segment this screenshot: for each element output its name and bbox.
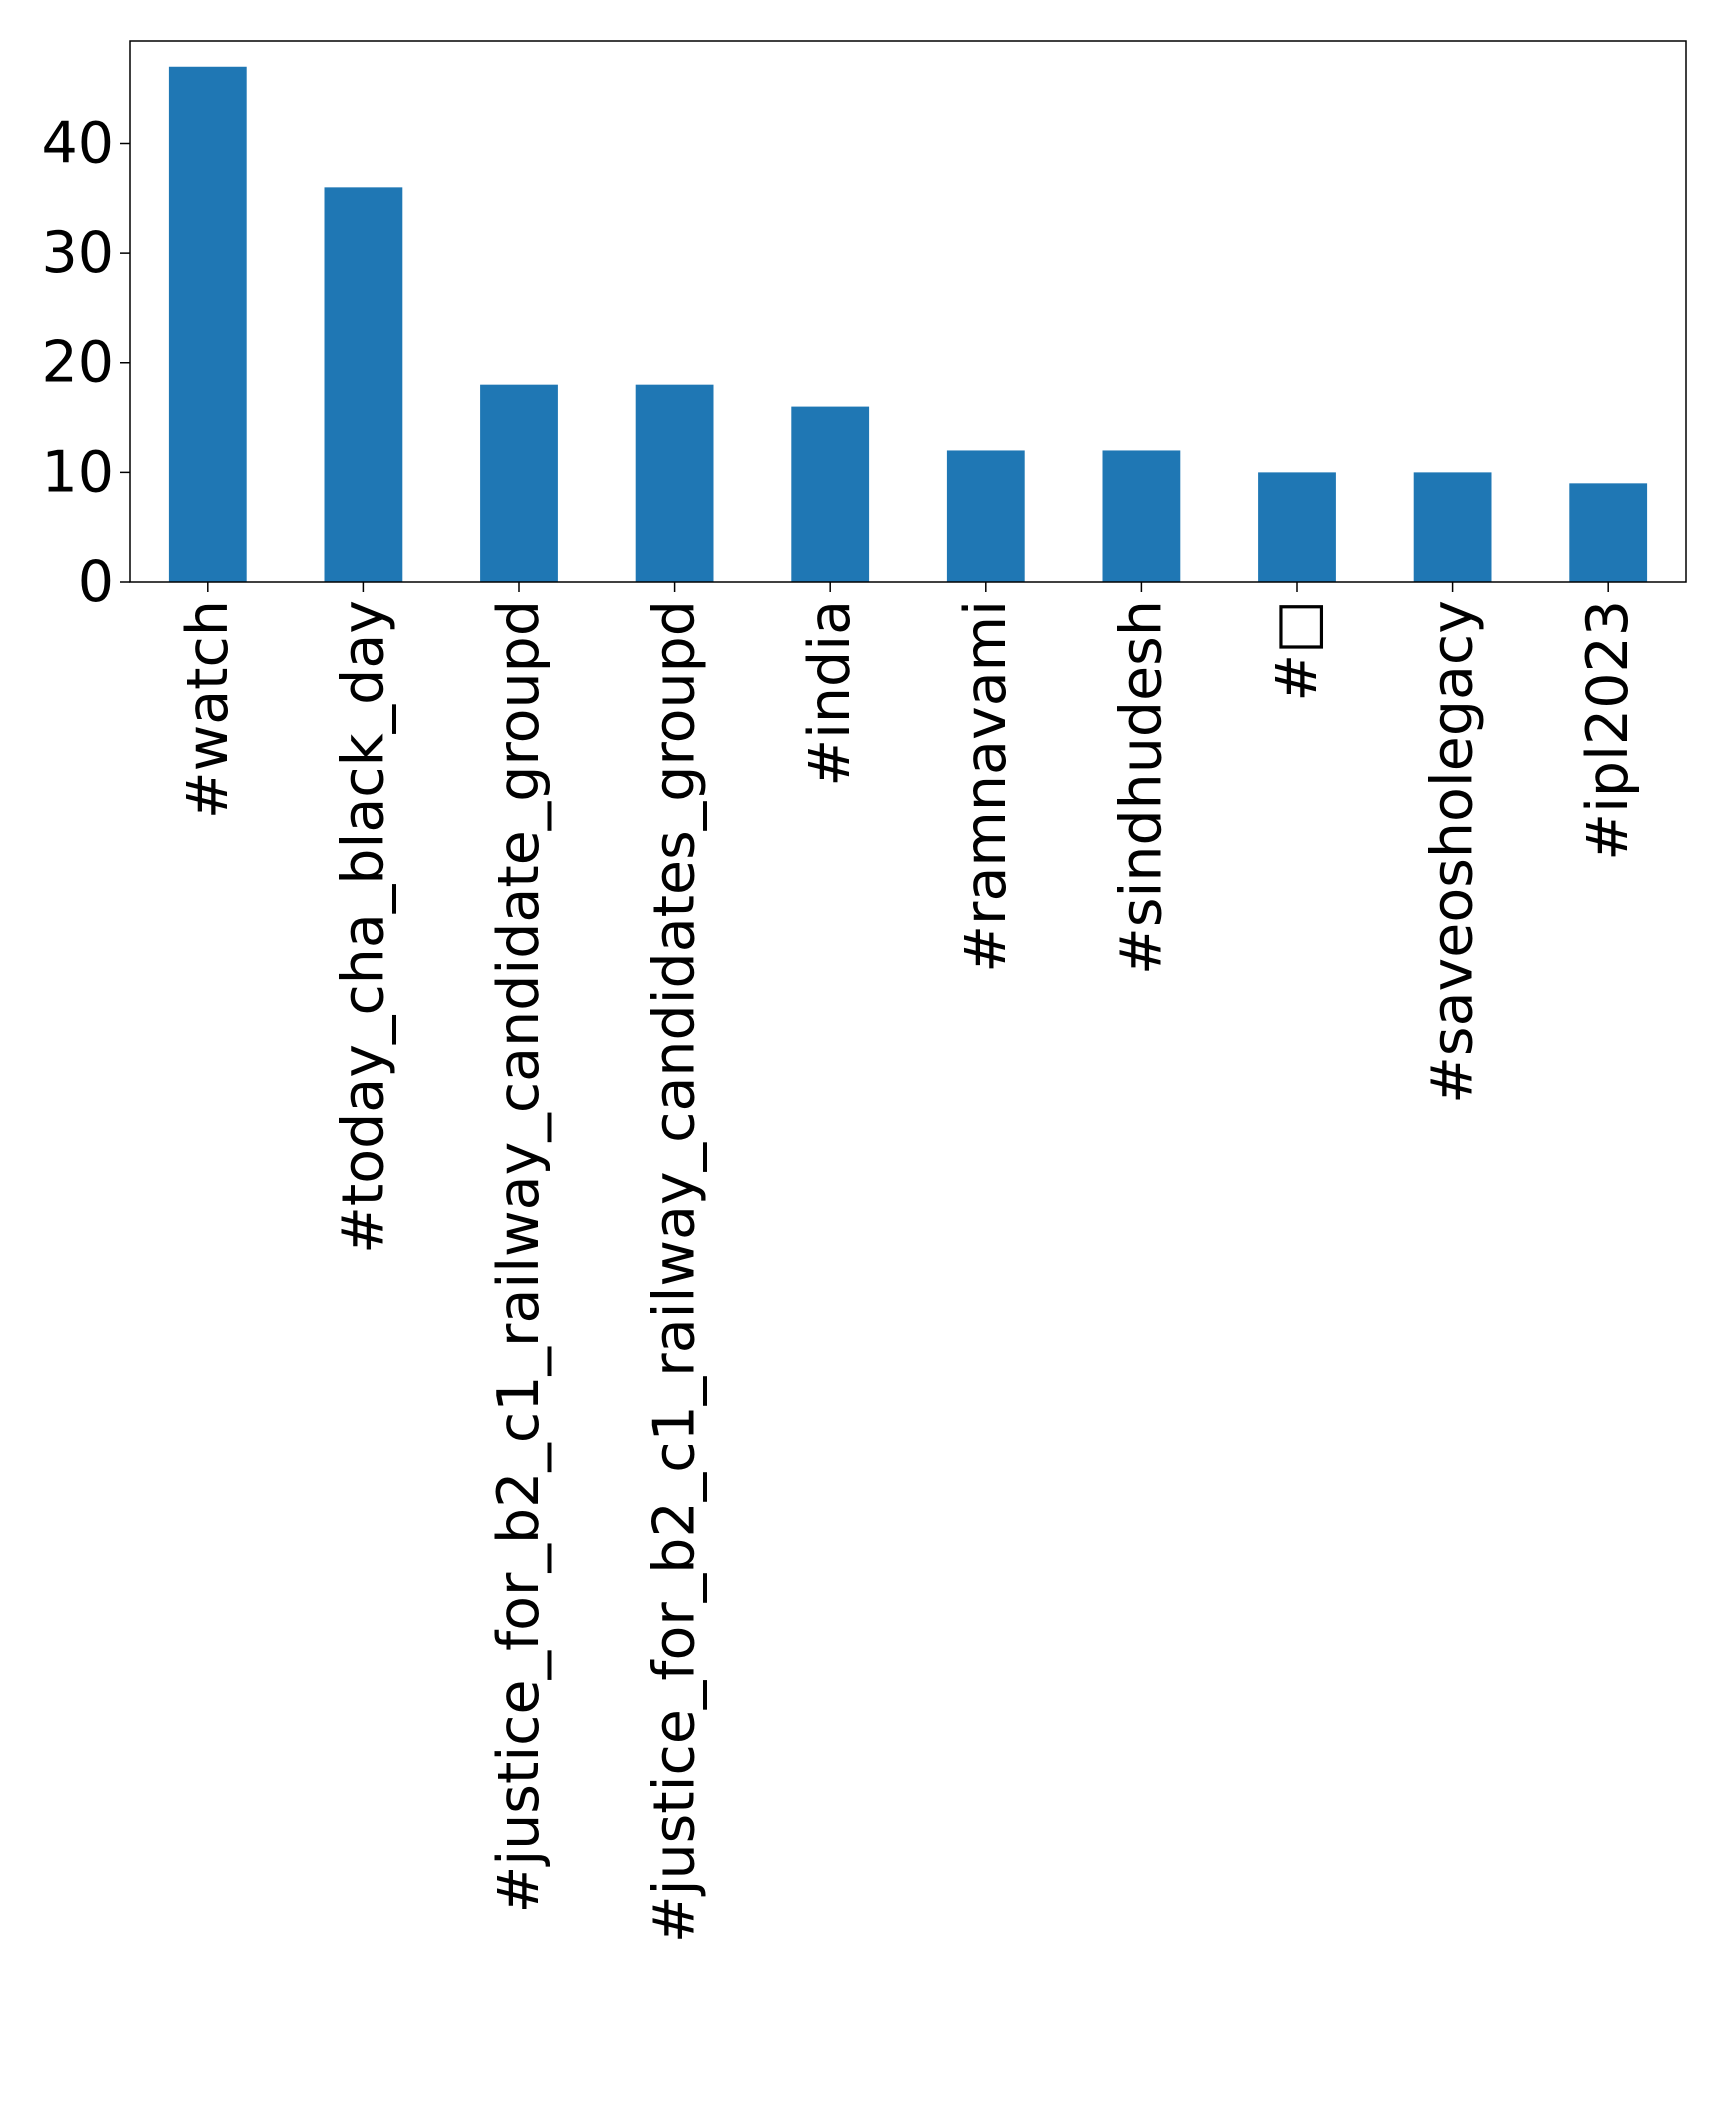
- bar: [1102, 450, 1181, 582]
- y-tick-label: 0: [78, 549, 114, 615]
- x-tick-label: #justice_for_b2_c1_railway_candidate_gro…: [486, 600, 552, 1913]
- bar: [324, 187, 403, 582]
- bar: [480, 384, 558, 582]
- x-tick-label: #saveosholegacy: [1420, 600, 1486, 1104]
- x-tick-label: #justice_for_b2_c1_railway_candidates_gr…: [642, 600, 708, 1943]
- x-axis-ticks: #watch #today_cha_black_day #justice_for_b…: [175, 582, 1641, 1943]
- x-tick-label: #ipl2023: [1575, 600, 1641, 861]
- bar: [1569, 483, 1648, 582]
- x-tick-label: #ramnavami: [953, 600, 1019, 973]
- plot-frame: [129, 40, 1687, 583]
- x-tick-label: #today_cha_black_day: [330, 600, 396, 1254]
- y-tick-label: 20: [41, 330, 114, 396]
- x-tick-label: #india: [797, 600, 863, 787]
- bar: [1413, 472, 1492, 582]
- y-tick-label: 10: [41, 439, 114, 505]
- bar: [946, 450, 1025, 582]
- x-tick-label: #sindhudesh: [1108, 600, 1174, 975]
- y-tick-label: 30: [41, 220, 114, 286]
- y-tick-label: 40: [41, 110, 114, 176]
- y-axis-ticks: 0 10 20 30 40: [41, 110, 130, 615]
- bars-group: [168, 66, 1648, 582]
- x-tick-label: #watch: [175, 600, 241, 819]
- bar: [791, 406, 870, 582]
- bar: [1258, 472, 1336, 582]
- bar: [635, 384, 714, 582]
- bar: [168, 66, 247, 582]
- x-tick-label: #□: [1264, 600, 1330, 702]
